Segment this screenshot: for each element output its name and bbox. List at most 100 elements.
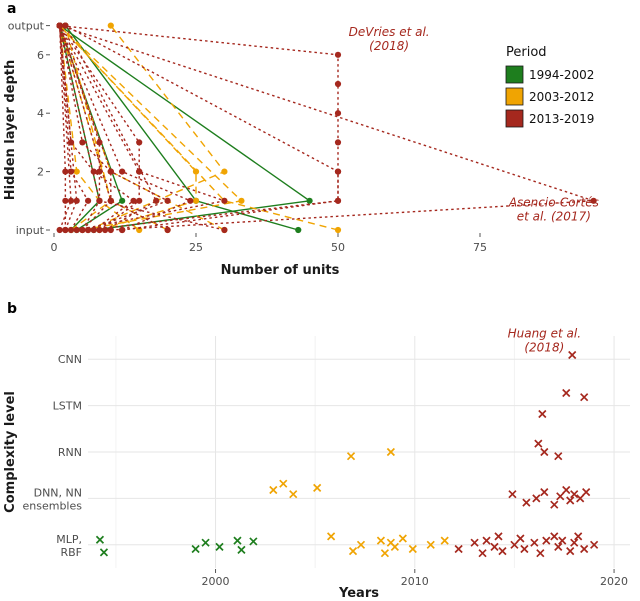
paper-point xyxy=(576,494,585,503)
layer-point xyxy=(590,197,597,204)
x-axis-title: Years xyxy=(338,586,379,601)
architecture-line xyxy=(59,25,339,231)
layer-point xyxy=(84,197,92,204)
paper-point xyxy=(530,538,539,547)
architecture-line xyxy=(59,25,112,231)
layer-point xyxy=(62,22,69,29)
paper-point xyxy=(99,548,109,557)
layer-point xyxy=(73,168,80,175)
layer-point xyxy=(221,226,228,234)
paper-point xyxy=(580,393,589,402)
layer-point xyxy=(96,168,103,175)
paper-point xyxy=(554,542,563,552)
y-tick-label: input xyxy=(16,224,45,237)
architecture-line xyxy=(58,25,89,231)
paper-point xyxy=(386,447,395,457)
paper-point xyxy=(356,540,366,549)
paper-point xyxy=(522,498,531,507)
paper-point xyxy=(536,549,545,558)
layer-point xyxy=(334,226,342,234)
layer-point xyxy=(130,197,137,204)
layer-point xyxy=(334,110,342,117)
layer-point xyxy=(334,80,342,88)
paper-point xyxy=(570,490,579,499)
layer-point xyxy=(62,168,69,175)
x-tick-label: 2020 xyxy=(600,575,628,588)
annotation-text: (2018) xyxy=(369,39,409,53)
x-tick-label: 75 xyxy=(473,241,487,254)
paper-point xyxy=(554,452,563,461)
panel-b-label: b xyxy=(7,301,18,317)
paper-point xyxy=(390,542,399,552)
layer-point xyxy=(96,197,103,204)
paper-point xyxy=(558,536,567,545)
layer-point xyxy=(334,197,342,204)
paper-point xyxy=(426,540,435,549)
legend-title: Period xyxy=(506,45,547,60)
architecture-line xyxy=(58,25,140,231)
layer-point xyxy=(238,197,245,204)
layer-point xyxy=(119,168,126,175)
layer-point xyxy=(107,197,114,204)
layer-point xyxy=(79,226,86,234)
paper-point xyxy=(534,439,543,448)
legend-swatch xyxy=(505,109,524,128)
layer-point xyxy=(73,197,80,204)
paper-point xyxy=(520,544,529,554)
paper-point xyxy=(380,549,390,558)
architecture-line xyxy=(87,25,226,231)
paper-point xyxy=(348,546,358,556)
panel-a: a 0 25 50 75 input 2 4 6 output Number of units Hi… xyxy=(0,0,640,300)
paper-point xyxy=(498,546,507,556)
y-axis-title: Hidden layer depth xyxy=(3,60,18,201)
paper-point xyxy=(494,532,503,541)
paper-point xyxy=(570,538,579,547)
paper-point xyxy=(482,536,491,545)
layer-point xyxy=(136,197,143,204)
paper-point xyxy=(556,492,565,501)
layer-point xyxy=(67,226,75,234)
y-category-label: RBF xyxy=(60,546,82,559)
layer-point xyxy=(164,197,171,204)
paper-point xyxy=(279,479,288,488)
y-tick-label: 2 xyxy=(37,166,44,179)
y-category-label: MLP, xyxy=(56,533,82,546)
layer-point xyxy=(96,226,103,234)
paper-point xyxy=(408,544,417,554)
layer-point xyxy=(192,197,200,204)
x-tick-label: 2000 xyxy=(202,575,230,588)
paper-point xyxy=(346,452,356,461)
layer-point xyxy=(119,226,126,234)
layer-point xyxy=(119,197,126,204)
legend-swatch xyxy=(505,87,524,106)
architecture-line xyxy=(59,25,193,231)
legend-label: 1994-2002 xyxy=(529,68,594,82)
layer-point xyxy=(62,197,69,204)
paper-point xyxy=(562,485,571,495)
paper-point xyxy=(440,536,449,545)
y-tick-label: 4 xyxy=(37,107,44,120)
paper-point xyxy=(582,487,591,497)
annotation-text: Huang et al. xyxy=(508,327,581,341)
paper-point xyxy=(516,534,525,543)
paper-point xyxy=(313,483,322,493)
annotation-text: (2018) xyxy=(524,341,564,355)
annotation-text: Asencio-Cortés xyxy=(508,196,599,210)
paper-point xyxy=(562,388,571,398)
paper-point xyxy=(215,542,224,552)
paper-point xyxy=(249,537,258,546)
layer-point xyxy=(56,22,63,29)
paper-point xyxy=(550,500,559,509)
paper-point xyxy=(508,490,517,499)
paper-point xyxy=(289,490,298,499)
layer-point xyxy=(107,168,114,175)
paper-point xyxy=(398,534,407,543)
paper-point xyxy=(580,544,589,554)
y-category-label: LSTM xyxy=(53,400,82,413)
paper-point xyxy=(538,409,547,419)
x-tick-label: 25 xyxy=(189,241,203,254)
layer-point xyxy=(334,168,342,175)
paper-point xyxy=(269,485,278,495)
